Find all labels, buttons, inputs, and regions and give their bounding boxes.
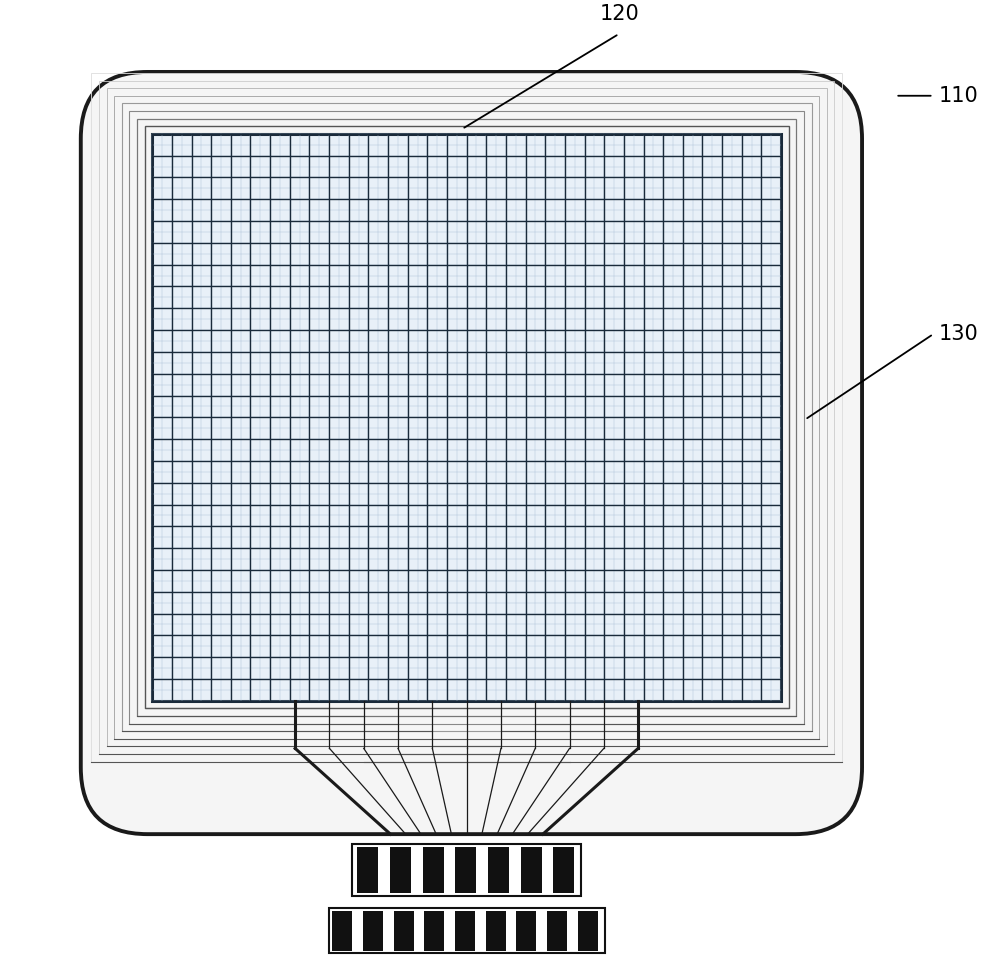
Bar — [521, 847, 542, 894]
Bar — [122, 103, 812, 731]
Bar — [129, 111, 804, 723]
Bar — [547, 911, 567, 951]
Bar — [137, 119, 796, 716]
FancyBboxPatch shape — [81, 72, 862, 834]
Bar — [145, 126, 789, 708]
Bar — [455, 911, 475, 951]
Bar — [99, 80, 834, 754]
Bar — [488, 847, 509, 894]
Bar — [424, 911, 444, 951]
Bar — [91, 73, 842, 762]
Bar — [516, 911, 536, 951]
Text: 120: 120 — [599, 4, 639, 24]
Bar — [152, 134, 781, 700]
Bar — [114, 96, 819, 739]
Bar — [486, 911, 506, 951]
Bar — [455, 847, 476, 894]
Bar — [578, 911, 598, 951]
Text: 110: 110 — [938, 86, 978, 105]
Bar — [352, 844, 581, 896]
Text: 130: 130 — [938, 324, 978, 344]
Bar — [363, 911, 383, 951]
Bar — [390, 847, 411, 894]
Bar — [357, 847, 378, 894]
Bar — [152, 134, 781, 700]
Bar — [107, 88, 827, 746]
Bar — [394, 911, 414, 951]
Bar — [423, 847, 444, 894]
Bar — [332, 911, 352, 951]
Bar — [553, 847, 574, 894]
Bar — [329, 907, 605, 953]
